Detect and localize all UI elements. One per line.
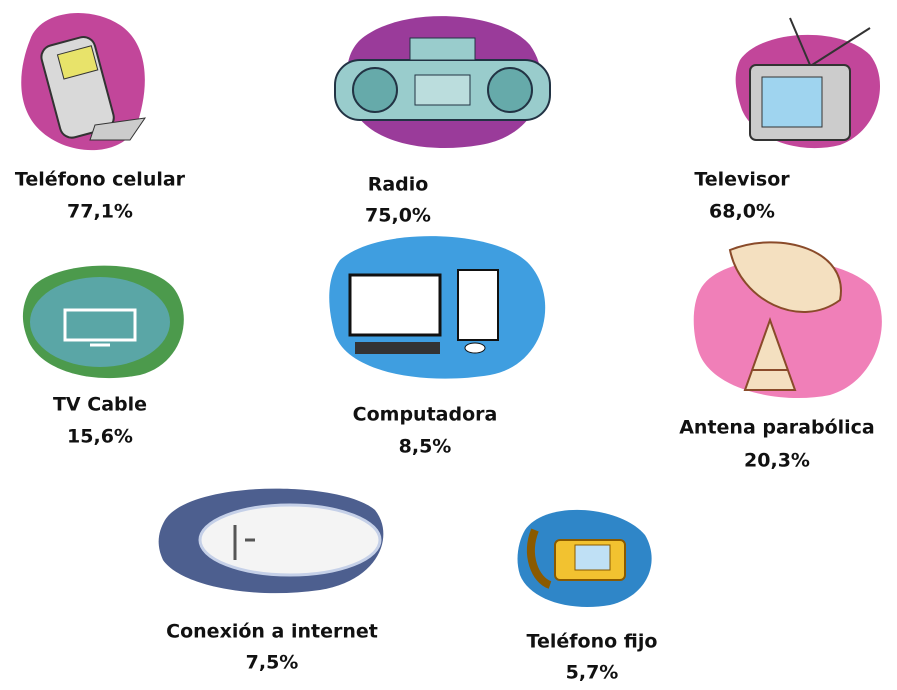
item-label: Computadora (353, 404, 498, 426)
item-label: Radio (368, 174, 429, 196)
computer-icon (329, 236, 546, 379)
item-label: Conexión a internet (166, 621, 378, 643)
cellphone-icon (21, 12, 147, 151)
item-label: Teléfono celular (15, 169, 186, 191)
landline-phone-icon (517, 509, 652, 607)
item-value: 7,5% (246, 652, 299, 674)
tv-icon (735, 17, 880, 149)
tv-cable-icon (22, 265, 184, 379)
item-value: 77,1% (67, 201, 133, 223)
internet-icon (158, 488, 384, 594)
item-label: Televisor (694, 169, 790, 191)
item-value: 8,5% (399, 436, 452, 458)
item-label: TV Cable (53, 394, 147, 416)
item-value: 15,6% (67, 426, 133, 448)
radio-icon (334, 16, 551, 149)
item-value: 5,7% (566, 662, 619, 684)
item-value: 75,0% (365, 205, 431, 227)
item-value: 68,0% (709, 201, 775, 223)
item-label: Antena parabólica (679, 417, 875, 439)
item-label: Teléfono fijo (527, 631, 658, 653)
satellite-dish-icon (693, 241, 882, 398)
item-value: 20,3% (744, 450, 810, 472)
